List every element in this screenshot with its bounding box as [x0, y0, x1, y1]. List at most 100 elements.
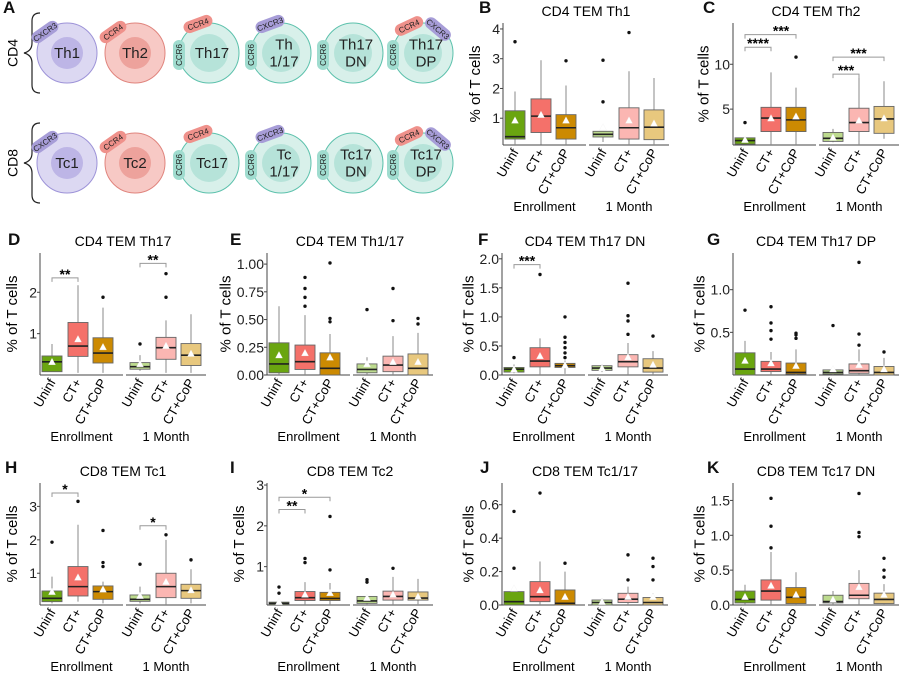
- box-ct-enrollment: [67, 285, 89, 373]
- outlier-point: [794, 331, 798, 335]
- mean-marker: [162, 341, 170, 349]
- mean-marker: [649, 360, 657, 368]
- mean-marker: [792, 590, 800, 598]
- panel-d: D CD4 TEM Th17 % of T cells Enrollment 1 Mon…: [0, 230, 210, 445]
- y-tick-label: 0.0: [480, 367, 500, 383]
- outlier-point: [626, 319, 630, 323]
- box-ct-enrollment: [760, 72, 782, 145]
- box-uninf-1month: [356, 578, 378, 605]
- x-tick-label: CT+: [147, 376, 172, 405]
- box-ct-enrollment: [530, 60, 552, 145]
- chart-title: CD4 TEM Th1/17: [296, 233, 405, 249]
- cell-nucleus: [334, 144, 372, 182]
- box-iqr: [67, 566, 89, 597]
- boxplot-chart: CD4 TEM Th2 % of T cells Enrollment 1 Month…: [695, 3, 899, 214]
- outlier-point: [601, 100, 605, 104]
- mean-marker: [767, 114, 775, 122]
- outlier-point: [627, 30, 631, 35]
- receptor-pill: [183, 124, 213, 144]
- y-tick-label: 0.2: [480, 564, 500, 580]
- mean-marker: [363, 360, 371, 368]
- y-axis-label: % of T cells: [692, 506, 709, 583]
- box-ct-1month: [618, 30, 640, 145]
- outlier-point: [857, 332, 861, 336]
- mean-marker: [855, 116, 863, 124]
- y-axis-label: % of T cells: [467, 46, 484, 123]
- box-ctcop-1month: [180, 314, 202, 373]
- y-tick-label: 1.0: [480, 309, 500, 325]
- outlier-point: [857, 491, 861, 496]
- mean-marker: [855, 360, 863, 368]
- cell-label: Tc2: [123, 155, 146, 172]
- mean-marker: [741, 135, 749, 143]
- chart-title: CD4 TEM Th17 DP: [756, 233, 876, 249]
- cell-label: DP: [416, 164, 437, 181]
- mean-marker: [649, 592, 657, 600]
- outlier-point: [626, 553, 630, 557]
- box-ctcop-1month: [407, 316, 429, 376]
- boxplot-chart: CD8 TEM Tc2 % of T cells Enrollment 1 Month…: [231, 463, 433, 674]
- cell-label: Th17: [409, 37, 443, 54]
- mean-marker: [187, 586, 195, 594]
- x-tick-label: CT+: [840, 376, 865, 405]
- mean-marker: [624, 592, 632, 600]
- y-axis-label: % of T cells: [461, 506, 478, 583]
- receptor-tag-ccr6: CCR6: [245, 40, 257, 70]
- mean-marker: [537, 110, 545, 118]
- outlier-point: [303, 560, 307, 565]
- significance-label: ***: [850, 45, 867, 61]
- significance-label: ****: [747, 35, 769, 51]
- significance-bracket: [832, 73, 860, 79]
- mean-marker: [767, 581, 775, 589]
- y-axis-label: % of T cells: [695, 46, 712, 123]
- x-tick-label: CT+: [286, 606, 311, 635]
- outlier-point: [743, 308, 747, 312]
- x-tick-label: CT+: [521, 606, 546, 635]
- box-uninf-enrollment: [503, 355, 525, 374]
- receptor-pill: [173, 150, 185, 180]
- box-uninf-1month: [129, 562, 151, 604]
- panel-j: J CD8 TEM Tc1/17 % of T cells Enrollment 1 M…: [461, 458, 672, 675]
- significance-label: **: [60, 266, 71, 282]
- receptor-pill: [394, 126, 424, 146]
- box-ctcop-1month: [407, 578, 429, 605]
- outlier-point: [391, 318, 395, 323]
- outlier-point: [563, 335, 567, 339]
- box-ctcop-enrollment: [319, 514, 341, 605]
- chart-title: CD8 TEM Tc17 DN: [757, 463, 876, 479]
- y-axis-label: % of T cells: [4, 276, 21, 353]
- row-label: CD8: [5, 149, 21, 177]
- outlier-point: [101, 295, 105, 299]
- significance-label: ***: [773, 23, 790, 39]
- box-uninf-enrollment: [268, 585, 290, 606]
- x-tick-label: CT+: [59, 606, 84, 635]
- x-tick-label: Uninf: [30, 606, 58, 640]
- x-tick-label: Uninf: [257, 606, 285, 640]
- significance-bracket: [278, 509, 306, 514]
- y-axis-label: % of T cells: [218, 276, 235, 353]
- y-tick-label: 2: [29, 532, 37, 548]
- boxplot-chart: CD4 TEM Th17 % of T cells Enrollment 1 Mont…: [4, 233, 206, 444]
- outlier-point: [164, 295, 168, 299]
- mean-marker: [599, 123, 607, 131]
- cell-label: Tc17: [196, 155, 228, 172]
- outlier-point: [391, 566, 395, 570]
- box-uninf-enrollment: [734, 120, 756, 145]
- y-axis-label: % of T cells: [231, 506, 248, 583]
- y-tick-label: 1.5: [480, 280, 500, 296]
- x-tick-label: Uninf: [345, 606, 373, 640]
- box-ct-1month: [382, 286, 404, 375]
- x-tick-label: CT+: [752, 146, 777, 175]
- significance-bracket: [51, 277, 79, 282]
- outlier-point: [563, 351, 567, 355]
- box-uninf-enrollment: [41, 343, 63, 373]
- mean-marker: [536, 352, 544, 359]
- x-tick-label: CT+: [752, 376, 777, 405]
- outlier-point: [769, 546, 773, 550]
- box-uninf-enrollment: [734, 308, 756, 376]
- receptor-pill: [387, 150, 399, 180]
